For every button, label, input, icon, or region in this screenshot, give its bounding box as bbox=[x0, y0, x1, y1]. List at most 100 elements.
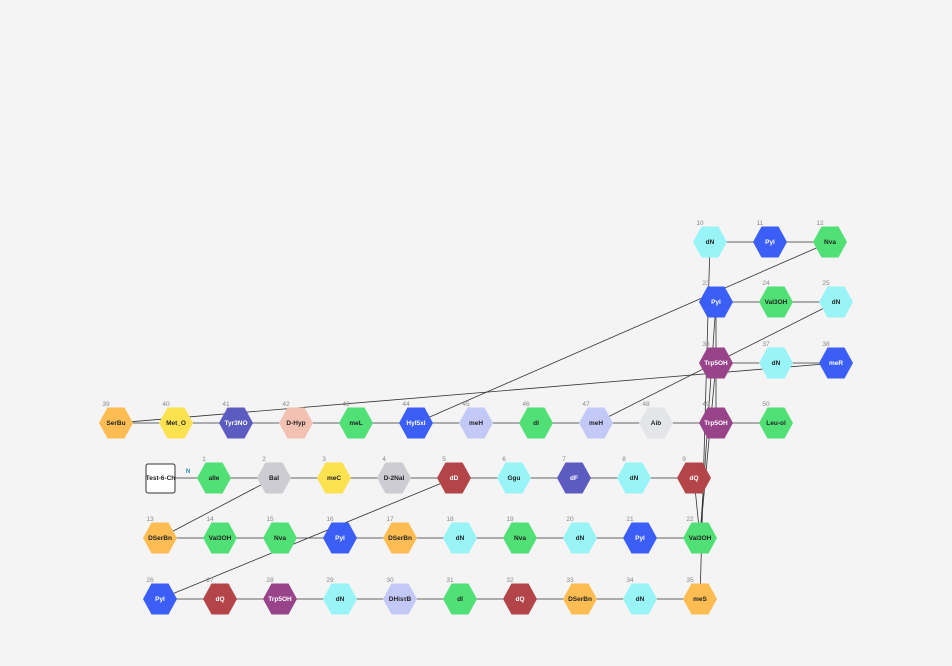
residue-node[interactable]: Met_O 40 bbox=[159, 401, 193, 439]
residue-node[interactable]: meS 35 bbox=[683, 577, 717, 615]
residue-label: dD bbox=[450, 475, 459, 482]
residue-number: 48 bbox=[642, 401, 650, 408]
n-terminus-label: N bbox=[186, 469, 190, 475]
residue-node[interactable]: Nva 19 bbox=[503, 516, 537, 554]
residue-node[interactable]: SerBu 39 bbox=[99, 401, 133, 439]
residue-node[interactable]: Trp5OH 49 bbox=[699, 401, 733, 439]
cross-bond-line bbox=[699, 362, 717, 539]
residue-node[interactable]: Pyl 21 bbox=[623, 516, 657, 554]
residue-label: D-Hyp bbox=[286, 420, 305, 427]
residue-number: 30 bbox=[386, 577, 394, 584]
residue-node[interactable]: dN 25 bbox=[819, 280, 853, 318]
residue-hexagon bbox=[623, 583, 657, 615]
residue-node[interactable]: dQ 9 bbox=[677, 456, 711, 494]
residue-node[interactable]: Aib 48 bbox=[639, 401, 673, 439]
residue-number: 2 bbox=[262, 456, 266, 463]
residue-label: Tyr3NO bbox=[225, 420, 248, 427]
residue-hexagon bbox=[699, 407, 733, 439]
residue-nodes: aIle 1 Bal 2 meC 3 D-2Nal 4 dD 5 Ggu 6 dF 7 dN 8 dQ 9 dN 10… bbox=[99, 220, 853, 615]
residue-node[interactable]: dI 46 bbox=[519, 401, 553, 439]
residue-hexagon bbox=[257, 462, 291, 494]
residue-number: 49 bbox=[702, 401, 710, 408]
residue-node[interactable]: DSerBn 13 bbox=[143, 516, 177, 554]
residue-node[interactable]: dN 37 bbox=[759, 341, 793, 379]
residue-node[interactable]: dN 18 bbox=[443, 516, 477, 554]
residue-number: 41 bbox=[222, 401, 230, 408]
residue-label: Trp5OH bbox=[268, 596, 292, 603]
residue-node[interactable]: D-Hyp 42 bbox=[279, 401, 313, 439]
residue-node[interactable]: meH 47 bbox=[579, 401, 613, 439]
residue-node[interactable]: dF 7 bbox=[557, 456, 591, 494]
residue-node[interactable]: Trp5OH 28 bbox=[263, 577, 297, 615]
residue-node[interactable]: dN 29 bbox=[323, 577, 357, 615]
residue-node[interactable]: Ggu 6 bbox=[497, 456, 531, 494]
residue-node[interactable]: DSerBn 33 bbox=[563, 577, 597, 615]
residue-node[interactable]: Hyl5xl 44 bbox=[399, 401, 433, 439]
residue-number: 29 bbox=[326, 577, 334, 584]
residue-number: 20 bbox=[566, 516, 574, 523]
residue-node[interactable]: dN 34 bbox=[623, 577, 657, 615]
residue-node[interactable]: Val3OH 14 bbox=[203, 516, 237, 554]
residue-label: SerBu bbox=[106, 420, 125, 427]
residue-label: dN bbox=[630, 475, 639, 482]
residue-node[interactable]: meH 45 bbox=[459, 401, 493, 439]
residue-hexagon bbox=[617, 462, 651, 494]
residue-hexagon bbox=[497, 462, 531, 494]
residue-hexagon bbox=[203, 583, 237, 615]
residue-hexagon bbox=[203, 522, 237, 554]
residue-hexagon bbox=[383, 522, 417, 554]
residue-node[interactable]: dN 10 bbox=[693, 220, 727, 258]
residue-node[interactable]: Leu-ol 50 bbox=[759, 401, 793, 439]
residue-number: 11 bbox=[757, 220, 764, 227]
residue-label: dN bbox=[576, 535, 585, 542]
residue-number: 5 bbox=[442, 456, 446, 463]
residue-number: 34 bbox=[626, 577, 634, 584]
residue-node[interactable]: Trp5OH 36 bbox=[699, 341, 733, 379]
residue-hexagon bbox=[263, 522, 297, 554]
residue-node[interactable]: Nva 12 bbox=[813, 220, 847, 258]
residue-node[interactable]: dN 20 bbox=[563, 516, 597, 554]
residue-number: 12 bbox=[816, 220, 824, 227]
residue-node[interactable]: Pyl 26 bbox=[143, 577, 177, 615]
residue-number: 19 bbox=[506, 516, 514, 523]
residue-node[interactable]: Pyl 16 bbox=[323, 516, 357, 554]
residue-hexagon bbox=[579, 407, 613, 439]
residue-number: 3 bbox=[322, 456, 326, 463]
residue-node[interactable]: Pyl 23 bbox=[699, 280, 733, 318]
residue-node[interactable]: dQ 27 bbox=[203, 577, 237, 615]
residue-label: Aib bbox=[651, 420, 662, 427]
residue-number: 44 bbox=[402, 401, 410, 408]
residue-node[interactable]: D-2Nal 4 bbox=[377, 456, 411, 494]
residue-node[interactable]: Bal 2 bbox=[257, 456, 291, 494]
residue-node[interactable]: Val3OH 22 bbox=[683, 516, 717, 554]
residue-node[interactable]: Nva 15 bbox=[263, 516, 297, 554]
residue-hexagon bbox=[557, 462, 591, 494]
residue-node[interactable]: Val3OH 24 bbox=[759, 280, 793, 318]
residue-node[interactable]: dQ 32 bbox=[503, 577, 537, 615]
residue-node[interactable]: Pyl 11 bbox=[753, 220, 787, 258]
n-terminal-cap[interactable]: Test-6-Ch bbox=[145, 463, 176, 494]
residue-node[interactable]: dN 8 bbox=[617, 456, 651, 494]
residue-node[interactable]: meR 38 bbox=[819, 341, 853, 379]
residue-node[interactable]: DHisτB 30 bbox=[383, 577, 417, 615]
residue-hexagon bbox=[323, 522, 357, 554]
residue-node[interactable]: aIle 1 bbox=[197, 456, 231, 494]
residue-number: 40 bbox=[162, 401, 170, 408]
residue-hexagon bbox=[503, 583, 537, 615]
residue-number: 27 bbox=[206, 577, 214, 584]
residue-hexagon bbox=[813, 226, 847, 258]
residue-number: 8 bbox=[622, 456, 626, 463]
residue-node[interactable]: dI 31 bbox=[443, 577, 477, 615]
residue-node[interactable]: meL 43 bbox=[339, 401, 373, 439]
residue-label: meH bbox=[469, 420, 483, 427]
residue-number: 31 bbox=[446, 577, 454, 584]
residue-node[interactable]: dD 5 bbox=[437, 456, 471, 494]
residue-hexagon bbox=[377, 462, 411, 494]
residue-node[interactable]: Tyr3NO 41 bbox=[219, 401, 253, 439]
residue-node[interactable]: meC 3 bbox=[317, 456, 351, 494]
residue-label: Pyl bbox=[765, 239, 775, 246]
residue-number: 32 bbox=[506, 577, 514, 584]
residue-hexagon bbox=[519, 407, 553, 439]
residue-hexagon bbox=[99, 407, 133, 439]
residue-node[interactable]: DSerBn 17 bbox=[383, 516, 417, 554]
